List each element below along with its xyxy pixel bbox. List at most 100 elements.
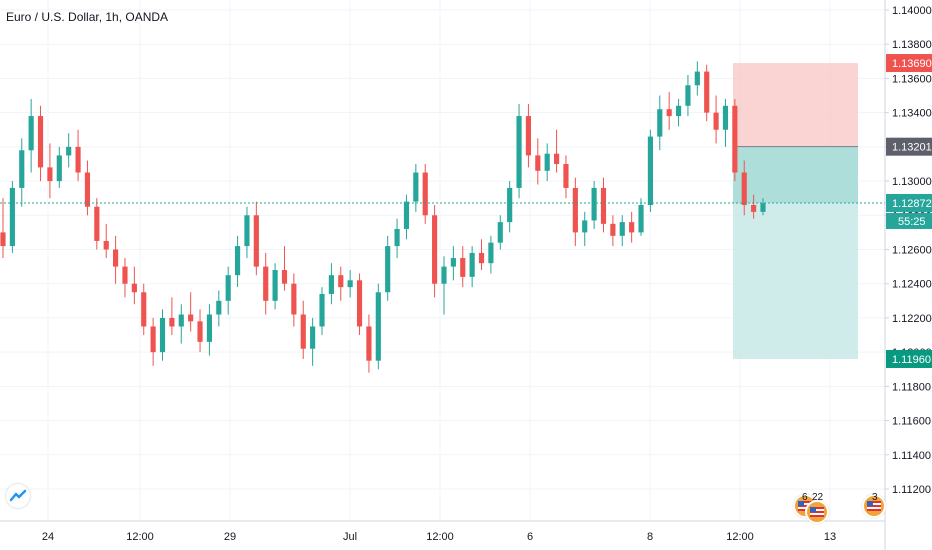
countdown-tag — [886, 212, 932, 229]
candle — [722, 98, 729, 147]
time-tick-label: 12:00 — [726, 531, 754, 543]
price-axis[interactable]: 1.140001.138001.136001.134001.132001.130… — [885, 5, 932, 496]
candle-body — [675, 105, 682, 117]
price-tags: 1.13690 1.13201 1.11960 1.12872 55:25 — [886, 54, 932, 368]
candle — [619, 215, 625, 247]
candle-body — [516, 116, 522, 188]
candle-body — [760, 203, 766, 212]
candle — [356, 273, 363, 336]
stop-price-tag-label: 1.13690 — [892, 58, 932, 70]
candle — [638, 198, 644, 236]
economic-event-icon[interactable] — [805, 500, 829, 524]
candle — [347, 270, 353, 298]
candle — [629, 211, 635, 243]
event-count: 6 — [802, 492, 808, 503]
candle — [0, 198, 6, 259]
candle — [94, 198, 100, 250]
stop-loss-zone[interactable] — [733, 63, 858, 147]
candle — [403, 194, 410, 240]
candle — [9, 181, 15, 253]
candle-body — [704, 71, 710, 113]
time-tick-label: 29 — [224, 531, 236, 543]
candle — [450, 246, 456, 281]
us-flag-canton — [810, 507, 816, 512]
candle — [234, 235, 241, 288]
candle-body — [685, 85, 691, 106]
candle-body — [206, 314, 212, 342]
candle-body — [478, 252, 485, 264]
candle — [460, 246, 466, 288]
candle-body — [647, 136, 653, 206]
us-flag-icon — [867, 501, 881, 511]
candle — [319, 287, 325, 336]
candle-body — [47, 167, 53, 182]
candle — [19, 138, 25, 207]
candle-body — [507, 187, 513, 223]
stop-price-tag — [886, 54, 932, 73]
tradingview-logo[interactable] — [6, 484, 30, 508]
entry-price-tag-label: 1.13201 — [892, 142, 932, 154]
candle — [300, 300, 306, 359]
last-price-tag — [886, 193, 932, 212]
candle-body — [375, 292, 381, 361]
price-tick-label: 1.13400 — [892, 108, 932, 120]
candle-body — [366, 326, 372, 361]
candle-body — [441, 266, 447, 284]
price-tick-label: 1.13000 — [892, 176, 932, 188]
candle — [563, 155, 569, 199]
price-tick-label: 1.14000 — [892, 5, 932, 17]
candle — [554, 129, 560, 173]
time-tick-label: 24 — [42, 531, 54, 543]
candle-body — [657, 109, 663, 137]
candle — [657, 95, 663, 151]
time-axis[interactable]: 24 12:00 29 Jul 12:00 6 8 12:00 13 — [42, 531, 836, 543]
price-tick-label: 1.12200 — [892, 313, 932, 325]
candle — [666, 92, 672, 130]
price-tick-label: 1.12400 — [892, 279, 932, 291]
candle — [291, 273, 297, 327]
candle-body — [732, 105, 738, 173]
candle-body — [197, 321, 203, 342]
economic-event-icon[interactable] — [862, 494, 886, 518]
candle-body — [591, 187, 597, 221]
candle — [366, 314, 372, 373]
candle — [600, 177, 607, 233]
candlestick-series — [0, 61, 766, 373]
candle — [394, 218, 400, 259]
candle-body — [216, 300, 222, 315]
time-tick-label: 12:00 — [126, 531, 154, 543]
candle-body — [751, 205, 757, 212]
candle — [469, 246, 475, 288]
candle-body — [338, 275, 344, 288]
us-flag-icon — [798, 501, 812, 511]
candle-body — [741, 172, 747, 206]
candle-body — [460, 258, 466, 277]
candle — [675, 98, 682, 127]
candle — [572, 177, 578, 247]
candle-body — [253, 215, 259, 267]
candle — [188, 292, 194, 332]
candle-body — [563, 163, 569, 188]
candle-body — [535, 155, 541, 171]
candle — [694, 61, 700, 96]
candle-body — [722, 105, 729, 130]
candle-body — [525, 116, 532, 156]
candle-body — [619, 222, 625, 236]
candle-body — [403, 201, 410, 229]
candle — [591, 181, 597, 229]
price-tick-label: 1.11400 — [892, 450, 931, 462]
candle-body — [0, 232, 6, 247]
candle-body — [582, 220, 588, 233]
candle — [582, 211, 588, 247]
time-tick-label: 6 — [527, 531, 533, 543]
candle-body — [150, 326, 156, 353]
candle-body — [713, 112, 719, 130]
candle — [56, 146, 62, 188]
candle — [328, 263, 334, 305]
candle-body — [281, 270, 288, 284]
candle — [507, 181, 513, 233]
candle — [281, 246, 288, 291]
candle-body — [497, 222, 503, 243]
candle-body — [300, 314, 306, 349]
